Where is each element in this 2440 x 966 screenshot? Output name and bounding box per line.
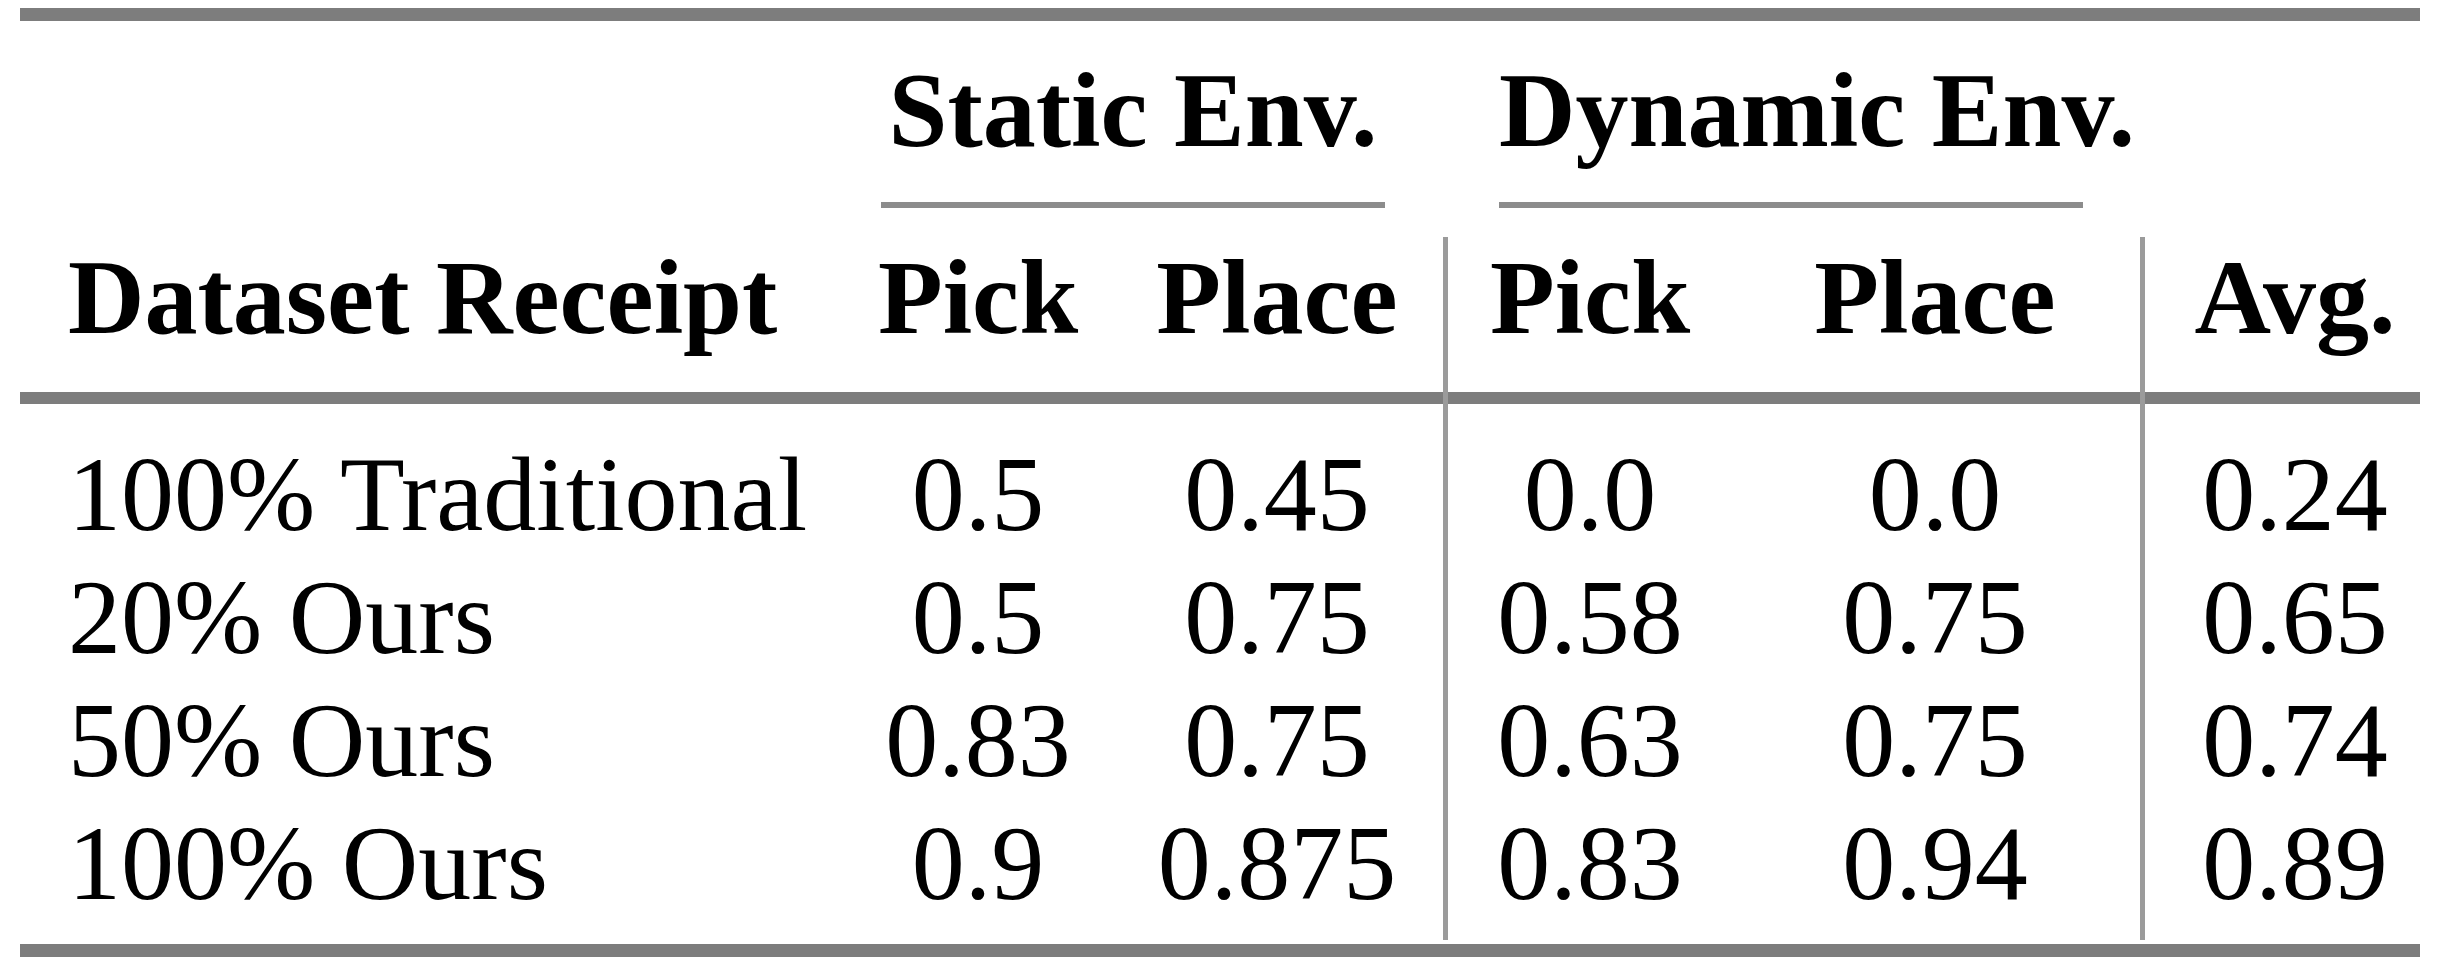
cell-dynamic-pick: 0.83: [1440, 811, 1740, 917]
table-row: 100% Traditional 0.5 0.45 0.0 0.0 0.24: [0, 442, 2440, 565]
row-label: 50% Ours: [68, 688, 888, 794]
cell-dynamic-pick: 0.58: [1440, 565, 1740, 671]
cell-static-place: 0.75: [1127, 565, 1427, 671]
row-label: 100% Traditional: [68, 442, 888, 548]
cell-avg: 0.65: [2150, 565, 2440, 671]
static-env-underline: [881, 202, 1385, 208]
cell-static-place: 0.45: [1127, 442, 1427, 548]
table-row: 100% Ours 0.9 0.875 0.83 0.94 0.89: [0, 811, 2440, 934]
cell-dynamic-pick: 0.0: [1440, 442, 1740, 548]
row-label: 100% Ours: [68, 811, 888, 917]
cell-avg: 0.24: [2150, 442, 2440, 548]
top-rule: [20, 8, 2420, 21]
bottom-rule: [20, 944, 2420, 957]
cell-avg: 0.74: [2150, 688, 2440, 794]
table-row: 50% Ours 0.83 0.75 0.63 0.75 0.74: [0, 688, 2440, 811]
cell-dynamic-pick: 0.63: [1440, 688, 1740, 794]
column-group-static-env: Static Env.: [881, 58, 1385, 164]
cell-dynamic-place: 0.75: [1785, 565, 2085, 671]
header-dataset-receipt: Dataset Receipt: [68, 245, 888, 351]
cell-dynamic-place: 0.94: [1785, 811, 2085, 917]
table-row: 20% Ours 0.5 0.75 0.58 0.75 0.65: [0, 565, 2440, 688]
cell-dynamic-place: 0.0: [1785, 442, 2085, 548]
row-label: 20% Ours: [68, 565, 888, 671]
cell-static-pick: 0.83: [828, 688, 1128, 794]
header-dynamic-place: Place: [1785, 245, 2085, 351]
results-table: Static Env. Dynamic Env. Dataset Receipt…: [0, 0, 2440, 966]
cell-static-pick: 0.5: [828, 442, 1128, 548]
header-static-pick: Pick: [828, 245, 1128, 351]
cell-avg: 0.89: [2150, 811, 2440, 917]
header-avg: Avg.: [2150, 245, 2440, 351]
cell-static-pick: 0.9: [828, 811, 1128, 917]
column-group-dynamic-env: Dynamic Env.: [1499, 58, 2083, 164]
cell-dynamic-place: 0.75: [1785, 688, 2085, 794]
header-dynamic-pick: Pick: [1440, 245, 1740, 351]
header-separator-rule: [20, 392, 2420, 404]
header-static-place: Place: [1127, 245, 1427, 351]
cell-static-place: 0.75: [1127, 688, 1427, 794]
dynamic-env-underline: [1499, 202, 2083, 208]
cell-static-place: 0.875: [1127, 811, 1427, 917]
cell-static-pick: 0.5: [828, 565, 1128, 671]
